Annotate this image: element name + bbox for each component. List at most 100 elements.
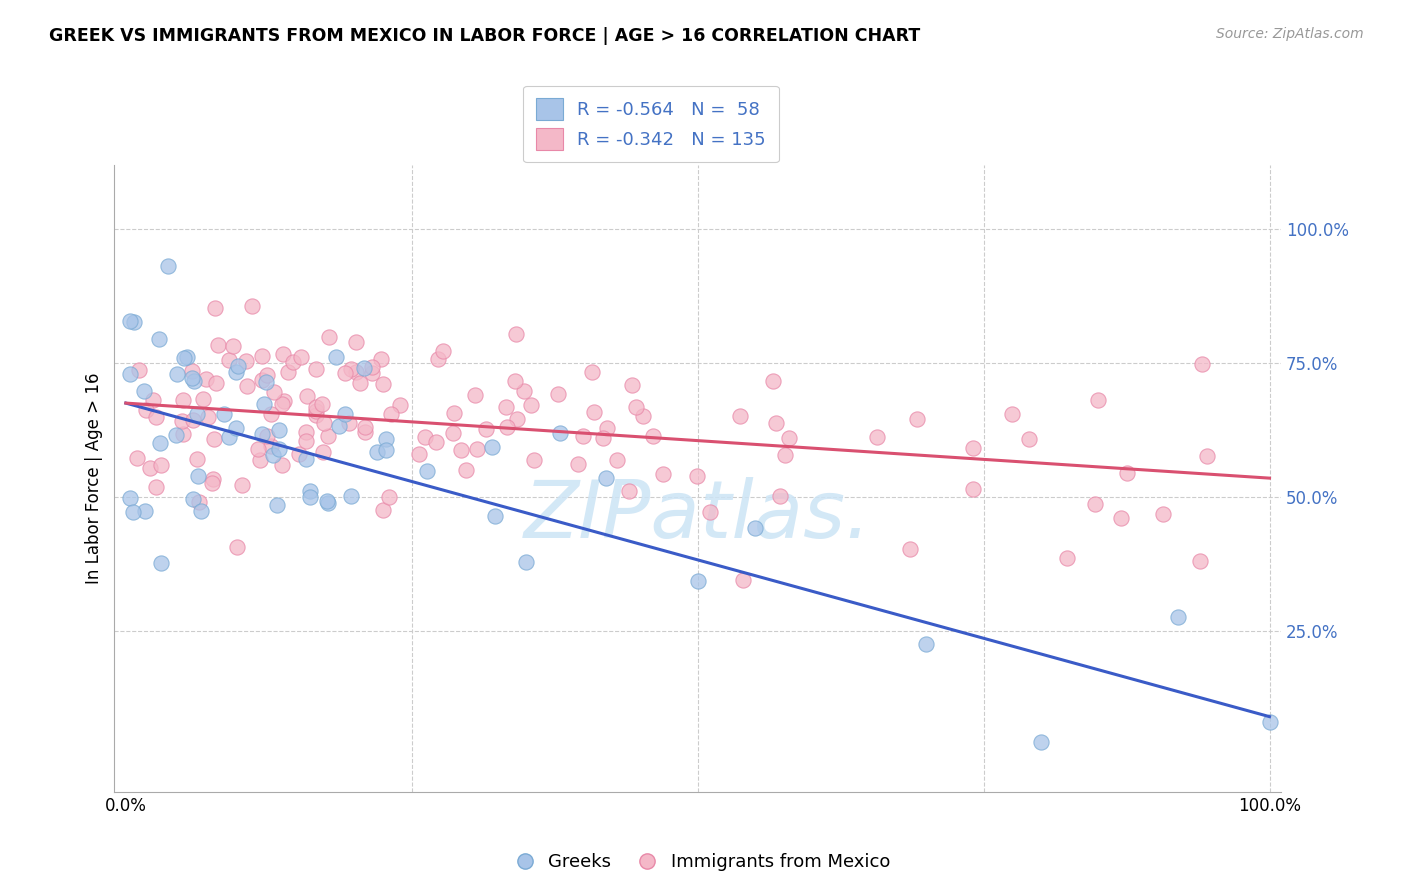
Point bbox=[312, 445, 335, 459]
Point bbox=[686, 469, 709, 483]
Point bbox=[378, 490, 401, 504]
Point bbox=[139, 460, 162, 475]
Point bbox=[361, 360, 384, 375]
Point bbox=[183, 374, 205, 388]
Point bbox=[202, 472, 225, 486]
Point bbox=[122, 505, 145, 519]
Point bbox=[1197, 450, 1219, 464]
Point bbox=[513, 384, 536, 398]
Point bbox=[145, 480, 167, 494]
Point bbox=[277, 365, 299, 379]
Point bbox=[1167, 610, 1189, 624]
Point bbox=[214, 407, 236, 421]
Point bbox=[1152, 507, 1174, 521]
Point bbox=[370, 351, 392, 366]
Point bbox=[270, 397, 292, 411]
Point bbox=[225, 421, 247, 435]
Point bbox=[246, 442, 269, 457]
Point bbox=[149, 556, 172, 570]
Point bbox=[1109, 510, 1132, 524]
Point bbox=[197, 410, 219, 425]
Point bbox=[269, 423, 291, 437]
Point bbox=[266, 499, 288, 513]
Point bbox=[299, 490, 322, 504]
Point bbox=[118, 314, 141, 328]
Point bbox=[503, 374, 526, 388]
Point bbox=[295, 452, 318, 467]
Point bbox=[643, 429, 665, 443]
Point bbox=[765, 416, 787, 430]
Point bbox=[328, 418, 350, 433]
Point bbox=[260, 439, 283, 453]
Point bbox=[592, 431, 614, 445]
Point bbox=[318, 329, 340, 343]
Point bbox=[583, 405, 606, 419]
Point bbox=[337, 417, 360, 431]
Point bbox=[617, 483, 640, 498]
Point bbox=[204, 301, 226, 316]
Point bbox=[374, 432, 396, 446]
Point bbox=[465, 442, 488, 457]
Point bbox=[515, 556, 537, 570]
Point bbox=[505, 327, 527, 342]
Point bbox=[344, 365, 367, 379]
Point bbox=[865, 430, 887, 444]
Point bbox=[305, 404, 328, 418]
Point bbox=[148, 332, 170, 346]
Point bbox=[354, 420, 377, 434]
Point bbox=[361, 366, 384, 380]
Point bbox=[1084, 497, 1107, 511]
Point bbox=[249, 452, 271, 467]
Point bbox=[425, 435, 447, 450]
Point bbox=[191, 392, 214, 407]
Point bbox=[311, 397, 333, 411]
Point bbox=[186, 407, 208, 421]
Point bbox=[235, 354, 257, 368]
Point bbox=[318, 496, 340, 510]
Point bbox=[205, 376, 228, 390]
Point bbox=[267, 442, 290, 457]
Point bbox=[172, 426, 194, 441]
Point bbox=[273, 393, 295, 408]
Point bbox=[170, 414, 193, 428]
Point bbox=[464, 387, 486, 401]
Point bbox=[596, 420, 619, 434]
Point bbox=[181, 413, 204, 427]
Point bbox=[315, 494, 337, 508]
Point bbox=[190, 504, 212, 518]
Point bbox=[118, 491, 141, 506]
Point bbox=[731, 573, 754, 587]
Point bbox=[333, 366, 356, 380]
Point bbox=[325, 351, 347, 365]
Point bbox=[371, 503, 394, 517]
Point bbox=[773, 448, 796, 462]
Point bbox=[962, 482, 984, 496]
Point bbox=[172, 392, 194, 407]
Point bbox=[271, 347, 294, 361]
Point bbox=[778, 431, 800, 445]
Point bbox=[454, 463, 477, 477]
Legend: R = -0.564   N =  58, R = -0.342   N = 135: R = -0.564 N = 58, R = -0.342 N = 135 bbox=[523, 86, 779, 162]
Point bbox=[443, 406, 465, 420]
Point bbox=[125, 450, 148, 465]
Point bbox=[290, 351, 312, 365]
Point bbox=[202, 432, 225, 446]
Point bbox=[141, 392, 163, 407]
Point bbox=[150, 458, 173, 472]
Point bbox=[181, 492, 204, 507]
Point bbox=[288, 447, 311, 461]
Point bbox=[353, 425, 375, 440]
Point bbox=[207, 338, 229, 352]
Point bbox=[134, 504, 156, 518]
Point bbox=[481, 440, 503, 454]
Point bbox=[728, 409, 751, 423]
Point bbox=[631, 409, 654, 423]
Point bbox=[1056, 551, 1078, 566]
Point bbox=[581, 366, 603, 380]
Point bbox=[256, 429, 278, 443]
Point bbox=[768, 489, 790, 503]
Point bbox=[218, 430, 240, 444]
Point bbox=[1001, 407, 1024, 421]
Point bbox=[181, 371, 204, 385]
Point bbox=[295, 425, 318, 440]
